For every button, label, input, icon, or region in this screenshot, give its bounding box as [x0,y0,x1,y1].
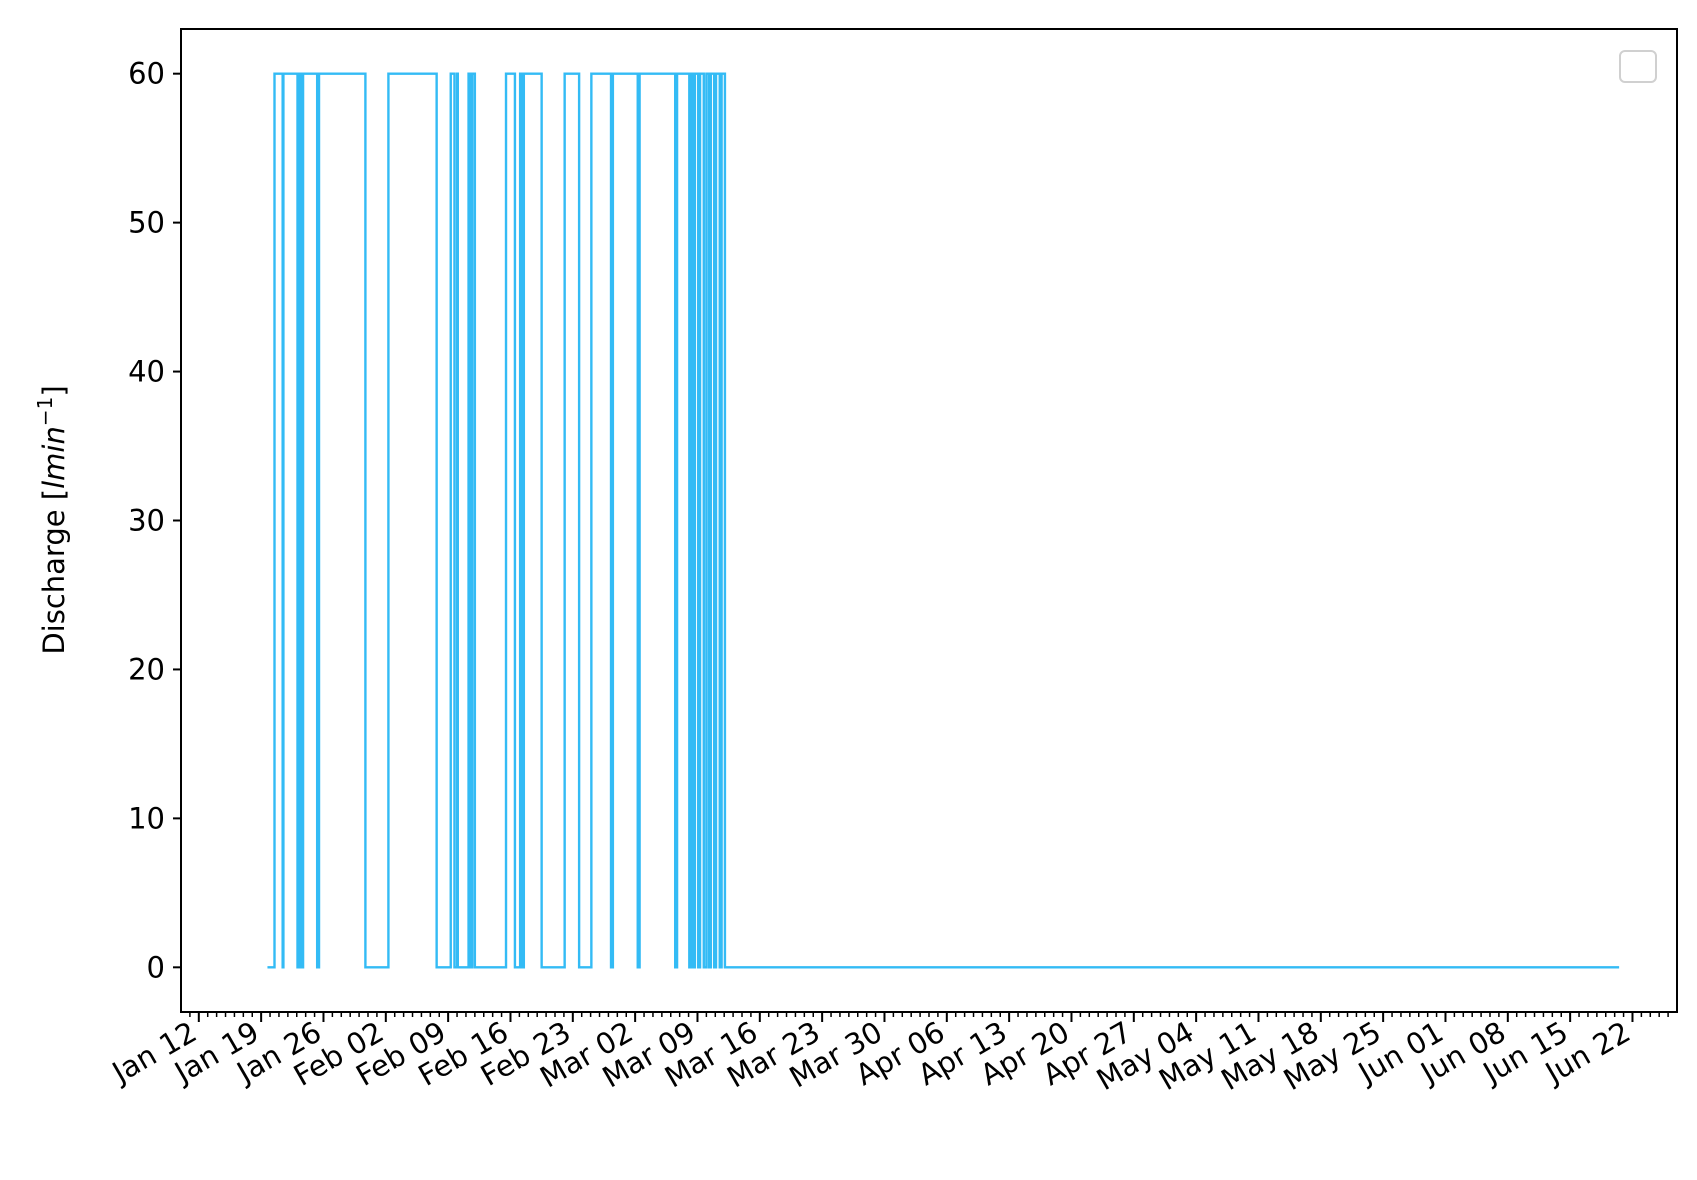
y-axis-label-text: Discharge [ [37,489,71,655]
y-axis: 0 10 20 30 40 50 60 [128,57,181,984]
y-axis-label-close: ] [37,385,71,396]
y-tick-label: 20 [128,652,165,686]
legend-box [1619,50,1657,83]
y-tick-label: 60 [128,57,165,91]
y-tick-label: 0 [147,950,165,984]
y-axis-label: Discharge [lmin−1] [33,385,71,654]
series-line [267,72,1620,969]
y-axis-label-exponent: −1 [33,397,57,426]
plot-frame [180,28,1678,1013]
y-tick-label: 10 [128,801,165,835]
y-tick-label: 50 [128,206,165,240]
y-tick-label: 30 [128,504,165,538]
plot-area [267,72,1620,969]
y-axis-label-unit: lmin [37,426,71,489]
legend [1619,50,1657,83]
y-tick-label: 40 [128,355,165,389]
